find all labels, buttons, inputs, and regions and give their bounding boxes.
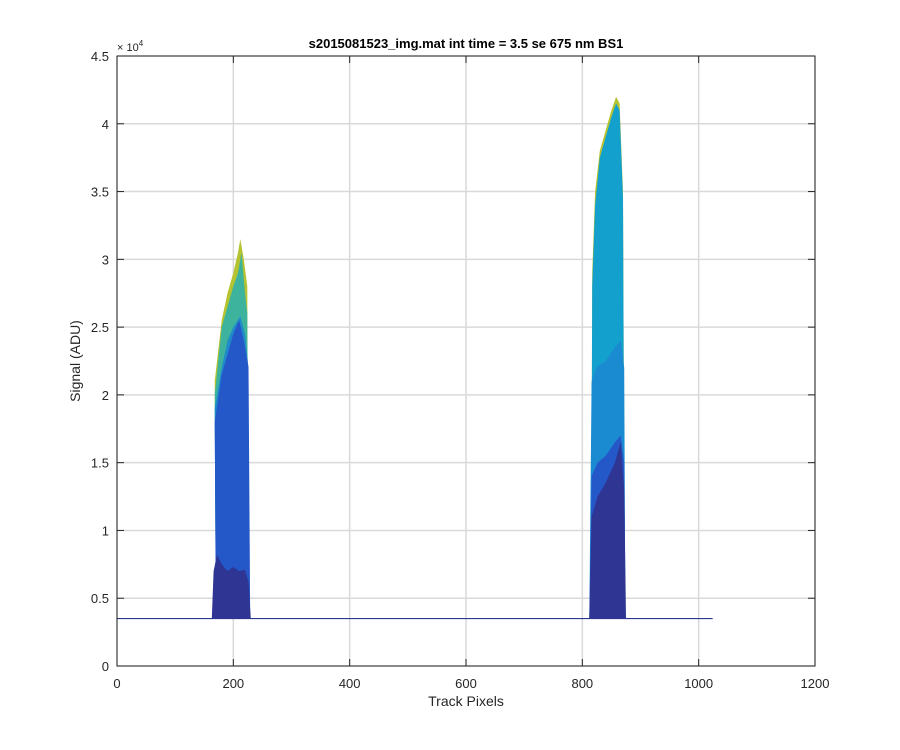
series-area-5 bbox=[211, 554, 251, 619]
x-tick-label: 800 bbox=[571, 676, 593, 691]
series-area-10 bbox=[589, 442, 626, 619]
y-tick-label: 1.5 bbox=[91, 456, 109, 471]
x-tick-labels: 0 200 400 600 800 1000 1200 bbox=[113, 676, 829, 691]
x-tick-label: 1200 bbox=[801, 676, 830, 691]
y-tick-label: 0.5 bbox=[91, 591, 109, 606]
y-tick-label: 0 bbox=[102, 659, 109, 674]
y-tick-label: 4.5 bbox=[91, 49, 109, 64]
chart-title: s2015081523_img.mat int time = 3.5 se 67… bbox=[309, 36, 624, 51]
series-area-4 bbox=[213, 320, 251, 619]
x-tick-label: 0 bbox=[113, 676, 120, 691]
y-tick-label: 2 bbox=[102, 388, 109, 403]
x-tick-label: 200 bbox=[222, 676, 244, 691]
y-tick-label: 3 bbox=[102, 252, 109, 267]
y-tick-label: 4 bbox=[102, 117, 109, 132]
axes bbox=[116, 55, 816, 667]
x-tick-label: 400 bbox=[339, 676, 361, 691]
y-exponent-base: × 10 bbox=[117, 42, 139, 54]
y-tick-label: 3.5 bbox=[91, 185, 109, 200]
x-tick-label: 600 bbox=[455, 676, 477, 691]
y-tick-label: 1 bbox=[102, 523, 109, 538]
x-axis-label: Track Pixels bbox=[428, 693, 504, 709]
y-exponent-power: 4 bbox=[139, 39, 144, 48]
data-series bbox=[211, 96, 626, 619]
y-tick-labels: 0 0.5 1 1.5 2 2.5 3 3.5 4 4.5 bbox=[91, 49, 109, 674]
y-exponent-label: × 104 bbox=[117, 39, 144, 54]
y-tick-label: 2.5 bbox=[91, 320, 109, 335]
y-axis-label: Signal (ADU) bbox=[67, 320, 83, 402]
x-tick-label: 1000 bbox=[684, 676, 713, 691]
